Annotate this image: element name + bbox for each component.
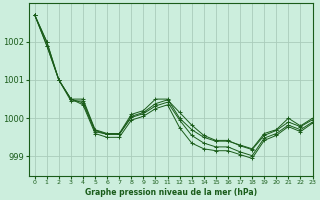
- X-axis label: Graphe pression niveau de la mer (hPa): Graphe pression niveau de la mer (hPa): [84, 188, 257, 197]
